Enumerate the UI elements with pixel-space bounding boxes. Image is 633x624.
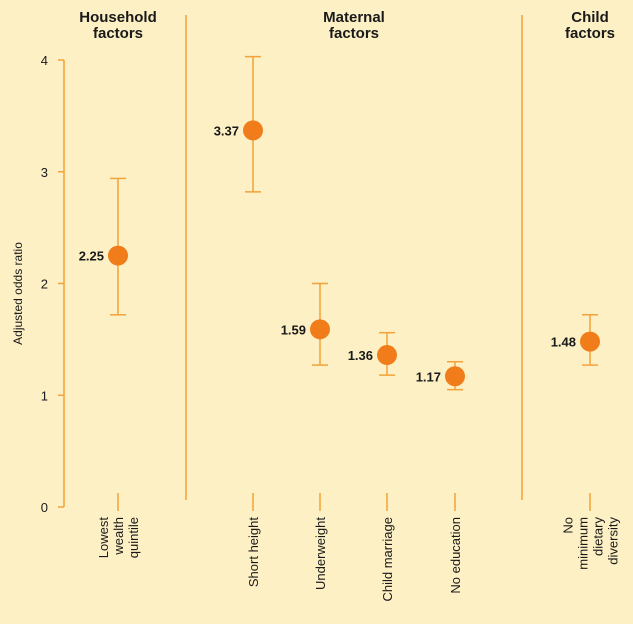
data-label: 1.17	[416, 369, 441, 384]
group-title-line: factors	[329, 25, 379, 42]
category-label-line: Short height	[246, 517, 261, 587]
category-label: Child marriage	[380, 517, 395, 602]
category-labels: Lowest wealth quintile Short height Underwei…	[96, 493, 621, 602]
y-axis-label: Adjusted odds ratio	[11, 242, 25, 345]
data-point	[377, 345, 397, 366]
group-title-line: Household	[79, 9, 157, 26]
data-point	[445, 366, 465, 387]
data-point	[580, 331, 600, 352]
data-point	[310, 319, 330, 340]
category-label-line: dietary	[591, 517, 606, 557]
data-label: 1.36	[348, 348, 373, 363]
group-title-line: Child	[571, 9, 609, 26]
y-tick-label: 3	[41, 165, 48, 180]
category-label-line: No	[561, 517, 576, 534]
group-dividers	[185, 15, 523, 500]
category-label: Underweight	[313, 517, 328, 590]
data-label: 1.59	[281, 322, 306, 337]
category-label: Short height	[246, 517, 261, 587]
category-label-line: quintile	[126, 517, 141, 558]
y-tick-label: 2	[41, 277, 48, 292]
group-title: Maternal factors	[323, 9, 385, 42]
group-title-line: Maternal	[323, 9, 385, 26]
data-marks: 2.25 3.37 1.59 1.36 1.17 1.48	[79, 55, 600, 391]
y-tick-label: 0	[41, 500, 48, 515]
category-label-line: Underweight	[313, 517, 328, 590]
category-label-line: No education	[448, 517, 463, 594]
group-title-line: factors	[565, 25, 615, 42]
category-label: No education	[448, 517, 463, 594]
category-label-line: diversity	[606, 517, 621, 565]
y-axis: 0 1 2 3 4 Adjusted odds ratio	[11, 53, 65, 515]
data-label: 3.37	[214, 123, 239, 138]
category-label-line: wealth	[111, 517, 126, 556]
data-point	[243, 120, 263, 141]
category-label: Lowest wealth quintile	[96, 517, 141, 559]
group-title: Household factors	[79, 9, 157, 42]
group-title-line: factors	[93, 25, 143, 42]
y-tick-label: 1	[41, 388, 48, 403]
data-label: 1.48	[551, 335, 576, 350]
category-label-line: Lowest	[96, 517, 111, 559]
group-title: Child factors	[565, 9, 615, 42]
data-label: 2.25	[79, 249, 104, 264]
category-label: No minimum dietary diversity	[561, 517, 621, 570]
y-tick-label: 4	[41, 53, 48, 68]
category-label-line: minimum	[576, 517, 591, 570]
category-label-line: Child marriage	[380, 517, 395, 602]
data-point	[108, 245, 128, 266]
